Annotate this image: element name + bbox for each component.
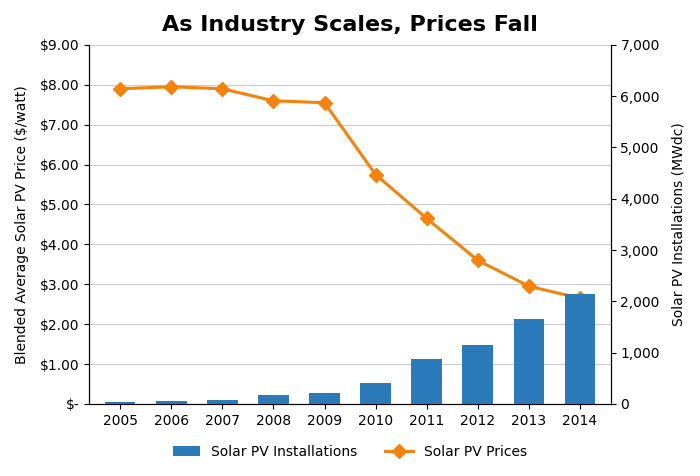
Bar — [156, 401, 186, 404]
Bar — [412, 359, 442, 404]
Bar — [360, 384, 391, 404]
Bar — [514, 319, 544, 404]
Bar — [565, 294, 595, 404]
Y-axis label: Blended Average Solar PV Price ($/watt): Blended Average Solar PV Price ($/watt) — [15, 85, 29, 364]
Title: As Industry Scales, Prices Fall: As Industry Scales, Prices Fall — [162, 15, 538, 35]
Bar — [258, 395, 288, 404]
Bar — [105, 402, 135, 404]
Y-axis label: Solar PV Installations (MWdc): Solar PV Installations (MWdc) — [671, 122, 685, 327]
Bar — [207, 400, 237, 404]
Bar — [463, 345, 493, 404]
Legend: Solar PV Installations, Solar PV Prices: Solar PV Installations, Solar PV Prices — [167, 439, 533, 464]
Bar — [309, 393, 339, 404]
